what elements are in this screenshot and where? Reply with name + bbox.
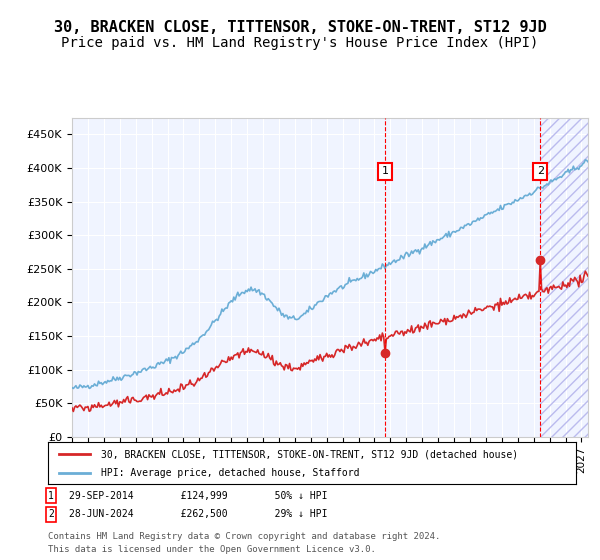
Bar <box>540 118 588 437</box>
Text: 28-JUN-2024        £262,500        29% ↓ HPI: 28-JUN-2024 £262,500 29% ↓ HPI <box>69 509 328 519</box>
Text: This data is licensed under the Open Government Licence v3.0.: This data is licensed under the Open Gov… <box>48 545 376 554</box>
Text: 1: 1 <box>382 166 389 176</box>
Text: 2: 2 <box>537 166 544 176</box>
Text: 2: 2 <box>48 509 54 519</box>
Text: HPI: Average price, detached house, Stafford: HPI: Average price, detached house, Staf… <box>101 468 359 478</box>
Text: Contains HM Land Registry data © Crown copyright and database right 2024.: Contains HM Land Registry data © Crown c… <box>48 532 440 541</box>
Bar <box>540 118 588 437</box>
Text: 1: 1 <box>48 491 54 501</box>
Text: 29-SEP-2014        £124,999        50% ↓ HPI: 29-SEP-2014 £124,999 50% ↓ HPI <box>69 491 328 501</box>
Text: Price paid vs. HM Land Registry's House Price Index (HPI): Price paid vs. HM Land Registry's House … <box>61 36 539 50</box>
Text: 30, BRACKEN CLOSE, TITTENSOR, STOKE-ON-TRENT, ST12 9JD: 30, BRACKEN CLOSE, TITTENSOR, STOKE-ON-T… <box>53 20 547 35</box>
Text: 30, BRACKEN CLOSE, TITTENSOR, STOKE-ON-TRENT, ST12 9JD (detached house): 30, BRACKEN CLOSE, TITTENSOR, STOKE-ON-T… <box>101 449 518 459</box>
